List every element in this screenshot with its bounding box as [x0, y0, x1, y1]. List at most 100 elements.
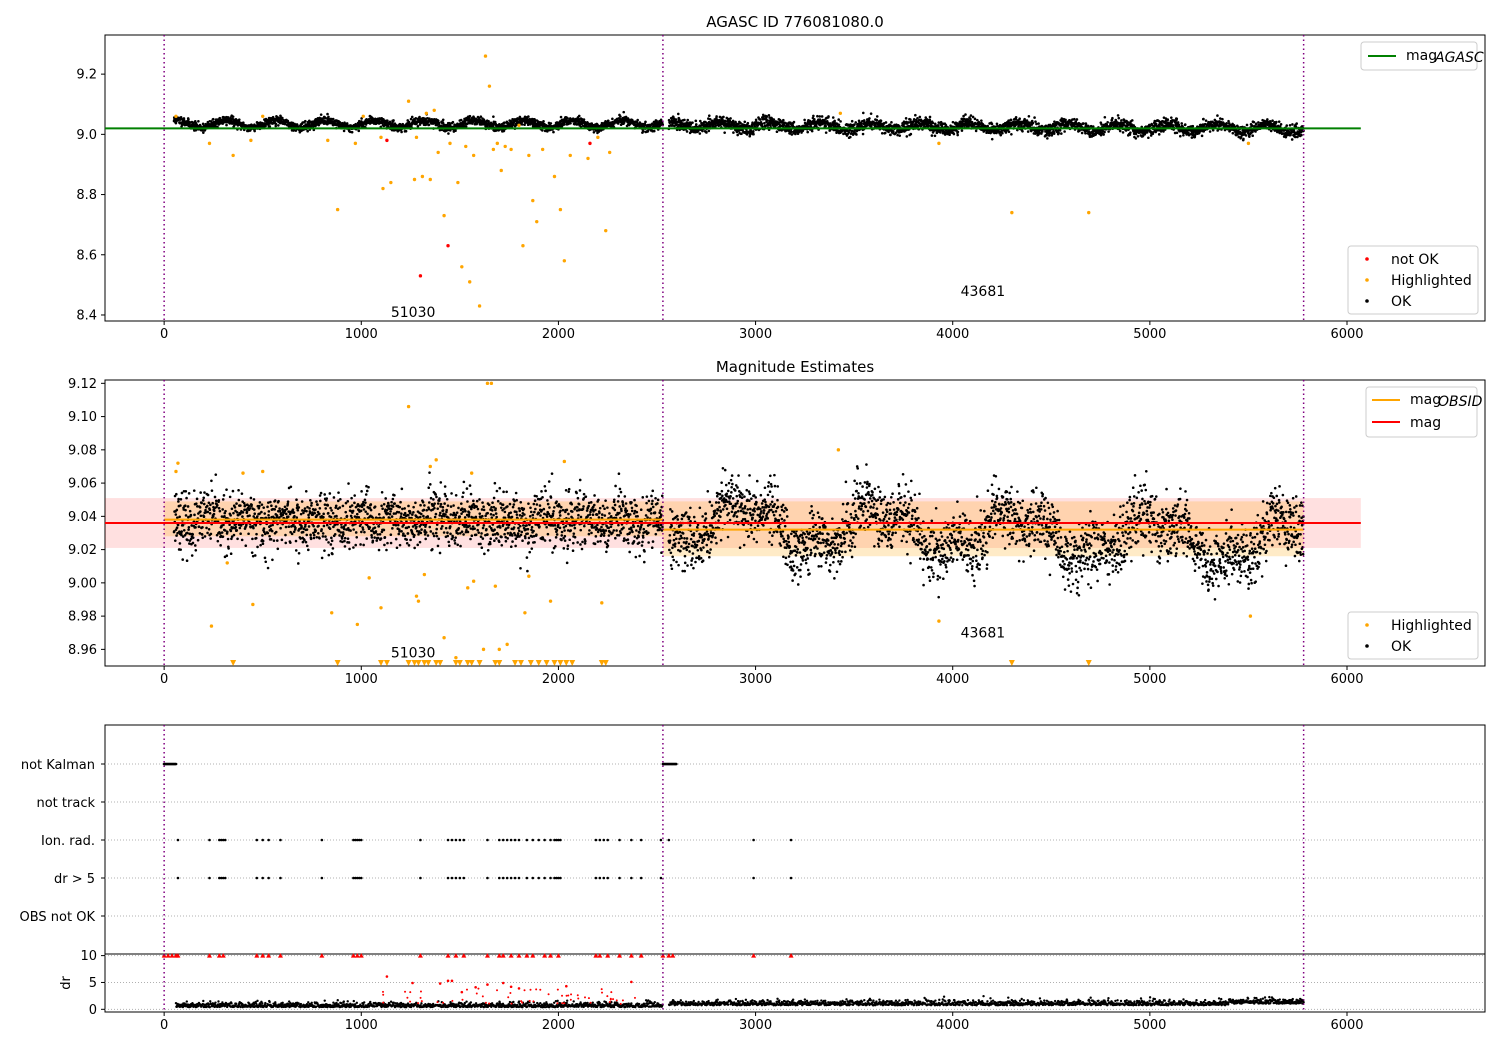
ok-point — [868, 117, 871, 120]
panel-title-magnitude-estimates: Magnitude Estimates — [716, 358, 874, 376]
ok-point — [854, 121, 858, 124]
ok-point — [1073, 117, 1076, 121]
ok-point — [1014, 115, 1018, 119]
ok-point — [1018, 117, 1021, 120]
ok-point — [732, 131, 735, 134]
ok-point — [1216, 114, 1219, 117]
ok-point — [201, 122, 205, 126]
ok-point — [468, 114, 472, 118]
ok-point — [1290, 138, 1294, 141]
highlighted-point — [361, 114, 365, 118]
ok-point — [303, 119, 307, 123]
ok-point — [818, 115, 822, 118]
highlighted-point — [464, 144, 468, 149]
ok-point — [914, 113, 917, 117]
ok-point — [1063, 130, 1066, 133]
ok-point — [1026, 130, 1030, 133]
y-tick-label: 9.0 — [76, 128, 97, 143]
ok-point — [437, 121, 441, 125]
ok-point — [173, 539, 177, 542]
ok-point — [812, 114, 815, 118]
ok-point — [1111, 116, 1114, 120]
ok-point — [194, 548, 198, 552]
ok-point — [193, 544, 197, 547]
legend-sub-agasc: AGASC — [1434, 50, 1484, 66]
ok-point — [541, 129, 544, 132]
ok-point — [203, 535, 207, 538]
ok-point — [642, 129, 645, 133]
not-ok-point — [588, 141, 592, 146]
ok-point — [879, 119, 883, 123]
ok-point — [281, 116, 284, 120]
ok-point — [1001, 131, 1004, 135]
ok-point — [928, 115, 932, 119]
ok-point — [183, 504, 187, 508]
ok-point — [1285, 124, 1289, 127]
ok-point — [769, 123, 772, 127]
ok-point — [199, 491, 202, 494]
ok-point — [1200, 134, 1204, 138]
ok-point — [345, 122, 349, 125]
ok-point — [274, 122, 278, 126]
ok-point — [268, 125, 272, 128]
ok-point — [1103, 115, 1107, 119]
ok-point — [197, 525, 201, 528]
ok-point — [207, 527, 211, 531]
ok-point — [189, 513, 193, 517]
ok-point — [206, 510, 210, 514]
highlighted-point — [414, 135, 419, 140]
ok-point — [192, 489, 196, 492]
highlighted-point — [527, 153, 531, 158]
highlighted-point — [509, 147, 513, 152]
highlighted-point — [586, 156, 590, 161]
ok-point — [860, 122, 863, 126]
legend-label-not-ok: not OK — [1391, 252, 1439, 268]
ok-point — [905, 135, 909, 138]
y-tick-label: 8.8 — [76, 188, 97, 203]
ok-point — [619, 115, 622, 118]
ok-point — [319, 113, 323, 116]
ok-point — [1178, 134, 1182, 138]
ok-point — [187, 525, 191, 529]
ok-point — [1295, 122, 1298, 125]
highlighted-point — [838, 111, 843, 115]
ok-point — [206, 493, 210, 497]
highlighted-point — [483, 54, 488, 58]
ok-point — [839, 120, 842, 123]
ok-point — [1057, 131, 1060, 135]
ok-point — [186, 531, 189, 535]
ok-point — [502, 121, 506, 125]
ok-point — [820, 115, 824, 118]
ok-point — [1182, 133, 1185, 137]
ok-point — [187, 528, 190, 531]
ok-point — [226, 116, 230, 119]
panel-frame — [104, 34, 1486, 322]
ok-point — [418, 115, 421, 119]
ok-point — [237, 118, 241, 121]
ok-point — [206, 531, 209, 535]
ok-point — [964, 113, 967, 116]
ok-point — [179, 504, 182, 507]
ok-point — [436, 119, 440, 123]
ok-point — [752, 132, 755, 136]
ok-point — [848, 135, 852, 139]
highlighted-point — [517, 123, 521, 128]
ok-point — [283, 122, 287, 126]
ok-point — [338, 121, 342, 124]
ok-point — [715, 115, 718, 118]
ok-point — [707, 114, 711, 117]
ok-point — [441, 118, 445, 122]
ok-point — [1130, 119, 1134, 122]
ok-point — [837, 118, 840, 121]
ok-point — [875, 118, 879, 122]
not-ok-point — [385, 138, 389, 143]
ok-point — [980, 119, 983, 122]
ok-point — [563, 123, 566, 126]
ok-point — [674, 118, 678, 121]
highlighted-point — [207, 141, 212, 146]
ok-point — [1275, 120, 1278, 124]
ok-point — [766, 119, 769, 122]
ok-point — [971, 115, 975, 119]
ok-point — [952, 132, 956, 136]
points-group — [172, 54, 1305, 308]
